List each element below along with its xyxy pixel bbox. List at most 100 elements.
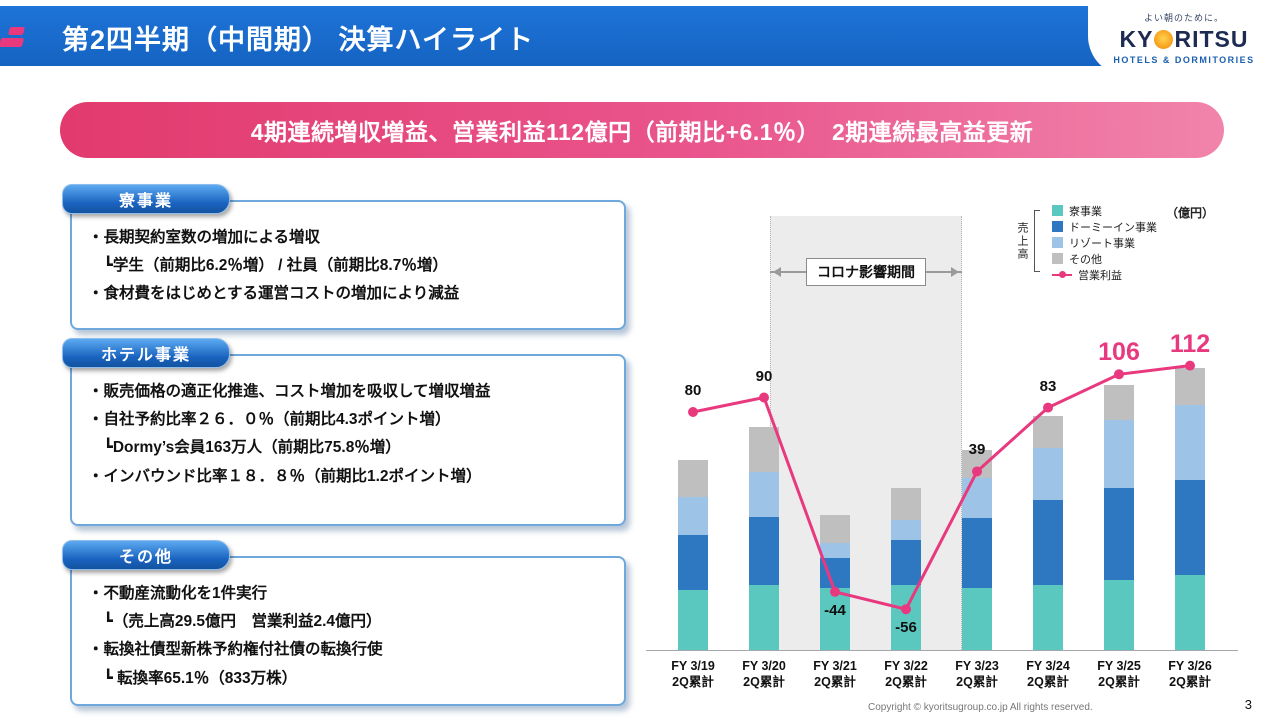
value-label: -44 <box>824 601 846 619</box>
section-tab-dormitory: 寮事業 <box>62 184 230 214</box>
section-line: ┗ 転換率65.1％（833万株） <box>88 669 298 687</box>
x-axis-label-period: 2Q累計 <box>1098 675 1140 690</box>
x-axis-label: FY 3/21 2Q累計 <box>793 658 877 691</box>
x-axis-label-fy: FY 3/22 <box>884 659 928 673</box>
page-number: 3 <box>1244 697 1252 712</box>
value-label: 80 <box>684 382 702 399</box>
bar-segment-リゾート事業 <box>891 520 921 540</box>
stacked-bar <box>1175 368 1205 650</box>
legend-item: 営業利益 <box>1052 268 1157 282</box>
section-line: ・転換社債型新株予約権付社債の転換行使 <box>88 641 383 659</box>
section-box-2: ・不動産流動化を1件実行 ┗（売上高29.5億円 営業利益2.4億円） ・転換社債… <box>70 556 626 706</box>
logo-name-right: RITSU <box>1174 26 1249 52</box>
value-label: 90 <box>755 367 773 385</box>
section-line: ・長期契約室数の増加による増収 <box>88 229 321 246</box>
section-line: ・不動産流動化を1件実行 <box>88 585 268 602</box>
bar-segment-その他 <box>820 515 850 543</box>
bar-segment-寮事業 <box>891 585 921 650</box>
section-line: ┗Dormy’s会員163万人（前期比75.8％増） <box>88 439 401 457</box>
legend-color-chip <box>1052 205 1063 216</box>
legend-item-label: その他 <box>1069 253 1102 266</box>
sun-icon <box>1154 30 1174 49</box>
bar-segment-その他 <box>678 460 708 497</box>
x-axis-label-period: 2Q累計 <box>1027 675 1069 690</box>
logo-name-left: KY <box>1119 26 1154 52</box>
x-axis-label-fy: FY 3/21 <box>813 659 857 673</box>
pink-accent-icon <box>8 27 25 35</box>
logo-tagline: よい朝のために。 <box>1143 13 1224 23</box>
stacked-bar <box>1104 385 1134 650</box>
covid-impact-label: コロナ影響期間 <box>806 258 926 286</box>
x-axis-label: FY 3/20 2Q累計 <box>722 658 806 691</box>
header-band <box>0 6 1140 66</box>
section-line: ・販売価格の適正化推進、コスト増加を吸収して増収増益 <box>88 383 491 400</box>
section-lines: ・長期契約室数の増加による増収 ┗学生（前期比6.2％増） / 社員（前期比8.… <box>88 224 612 309</box>
line-point <box>1043 402 1053 413</box>
bar-segment-ドーミーイン事業 <box>891 540 921 585</box>
page-title: 第2四半期（中間期） 決算ハイライト <box>62 25 534 55</box>
line-point <box>688 407 698 417</box>
x-axis-label-period: 2Q累計 <box>672 675 714 690</box>
value-label: 39 <box>968 441 986 459</box>
copyright-text: Copyright © kyoritsugroup.co.jp All righ… <box>868 702 1093 713</box>
bar-segment-リゾート事業 <box>820 543 850 558</box>
stacked-bar <box>678 460 708 650</box>
x-axis-label: FY 3/23 2Q累計 <box>935 658 1019 691</box>
legend-item-label: ドーミーイン事業 <box>1069 221 1157 234</box>
bar-segment-ドーミーイン事業 <box>749 517 779 585</box>
bar-segment-ドーミーイン事業 <box>1175 480 1205 575</box>
bar-segment-その他 <box>749 427 779 472</box>
section-box-1: ・販売価格の適正化推進、コスト増加を吸収して増収増益 ・自社予約比率２６．０％（前… <box>70 354 626 526</box>
bar-segment-ドーミーイン事業 <box>962 518 992 588</box>
stacked-bar <box>749 427 779 650</box>
legend-items: 寮事業ドーミーイン事業リゾート事業その他営業利益 <box>1052 204 1157 282</box>
legend-color-chip <box>1052 221 1063 232</box>
bar-segment-リゾート事業 <box>1033 448 1063 500</box>
section-line: ┗学生（前期比6.2％増） / 社員（前期比8.7％増） <box>88 257 448 275</box>
bar-segment-その他 <box>1175 368 1205 405</box>
revenue-group-label: 売上高 <box>1014 210 1040 272</box>
section-line: ・食材費をはじめとする運営コストの増加により減益 <box>88 285 460 303</box>
section-box-0: ・長期契約室数の増加による増収 ┗学生（前期比6.2％増） / 社員（前期比8.… <box>70 200 626 330</box>
line-point <box>759 392 769 403</box>
bar-segment-寮事業 <box>678 590 708 650</box>
x-axis-label-fy: FY 3/20 <box>742 659 786 673</box>
bracket-icon <box>1034 210 1040 272</box>
bar-segment-寮事業 <box>749 585 779 650</box>
bar-segment-ドーミーイン事業 <box>678 535 708 590</box>
bar-segment-リゾート事業 <box>1175 405 1205 480</box>
bar-segment-その他 <box>1104 385 1134 420</box>
bar-segment-寮事業 <box>962 588 992 650</box>
chart-legend: （億円） 売上高 寮事業ドーミーイン事業リゾート事業その他営業利益 <box>1012 202 1240 312</box>
legend-item: リゾート事業 <box>1052 236 1157 250</box>
legend-item-label: 寮事業 <box>1069 205 1102 218</box>
x-axis-label: FY 3/26 2Q累計 <box>1148 658 1232 691</box>
bar-segment-リゾート事業 <box>749 472 779 517</box>
x-axis-label-fy: FY 3/26 <box>1168 659 1212 673</box>
bar-segment-ドーミーイン事業 <box>820 558 850 588</box>
highlight-banner-text: 4期連続増収増益、営業利益112億円（前期比+6.1％） 2期連続最高益更新 <box>250 119 1034 145</box>
bar-segment-寮事業 <box>820 588 850 650</box>
x-axis-label-period: 2Q累計 <box>814 675 856 690</box>
x-axis-label-fy: FY 3/24 <box>1026 659 1070 673</box>
revenue-label: 売上高 <box>1016 221 1028 261</box>
value-label: 106 <box>1098 338 1140 367</box>
section-line: ┗（売上高29.5億円 営業利益2.4億円） <box>88 613 382 631</box>
x-axis-label: FY 3/24 2Q累計 <box>1006 658 1090 691</box>
bar-segment-リゾート事業 <box>1104 420 1134 488</box>
line-marker-icon <box>1052 271 1072 278</box>
bar-segment-寮事業 <box>1175 575 1205 650</box>
legend-item: その他 <box>1052 252 1157 266</box>
unit-label: （億円） <box>1165 206 1214 220</box>
logo-subtitle: HOTELS & DORMITORIES <box>1113 55 1255 65</box>
right-arrow-icon <box>926 267 962 277</box>
bar-segment-その他 <box>1033 416 1063 448</box>
section-line: ・自社予約比率２６．０％（前期比4.3ポイント増） <box>88 411 451 429</box>
x-axis-label: FY 3/22 2Q累計 <box>864 658 948 691</box>
bar-segment-リゾート事業 <box>678 497 708 535</box>
legend-item: 寮事業 <box>1052 204 1157 218</box>
section-tab-hotel: ホテル事業 <box>62 338 230 368</box>
bar-segment-ドーミーイン事業 <box>1033 500 1063 585</box>
legend-color-chip <box>1052 253 1063 264</box>
